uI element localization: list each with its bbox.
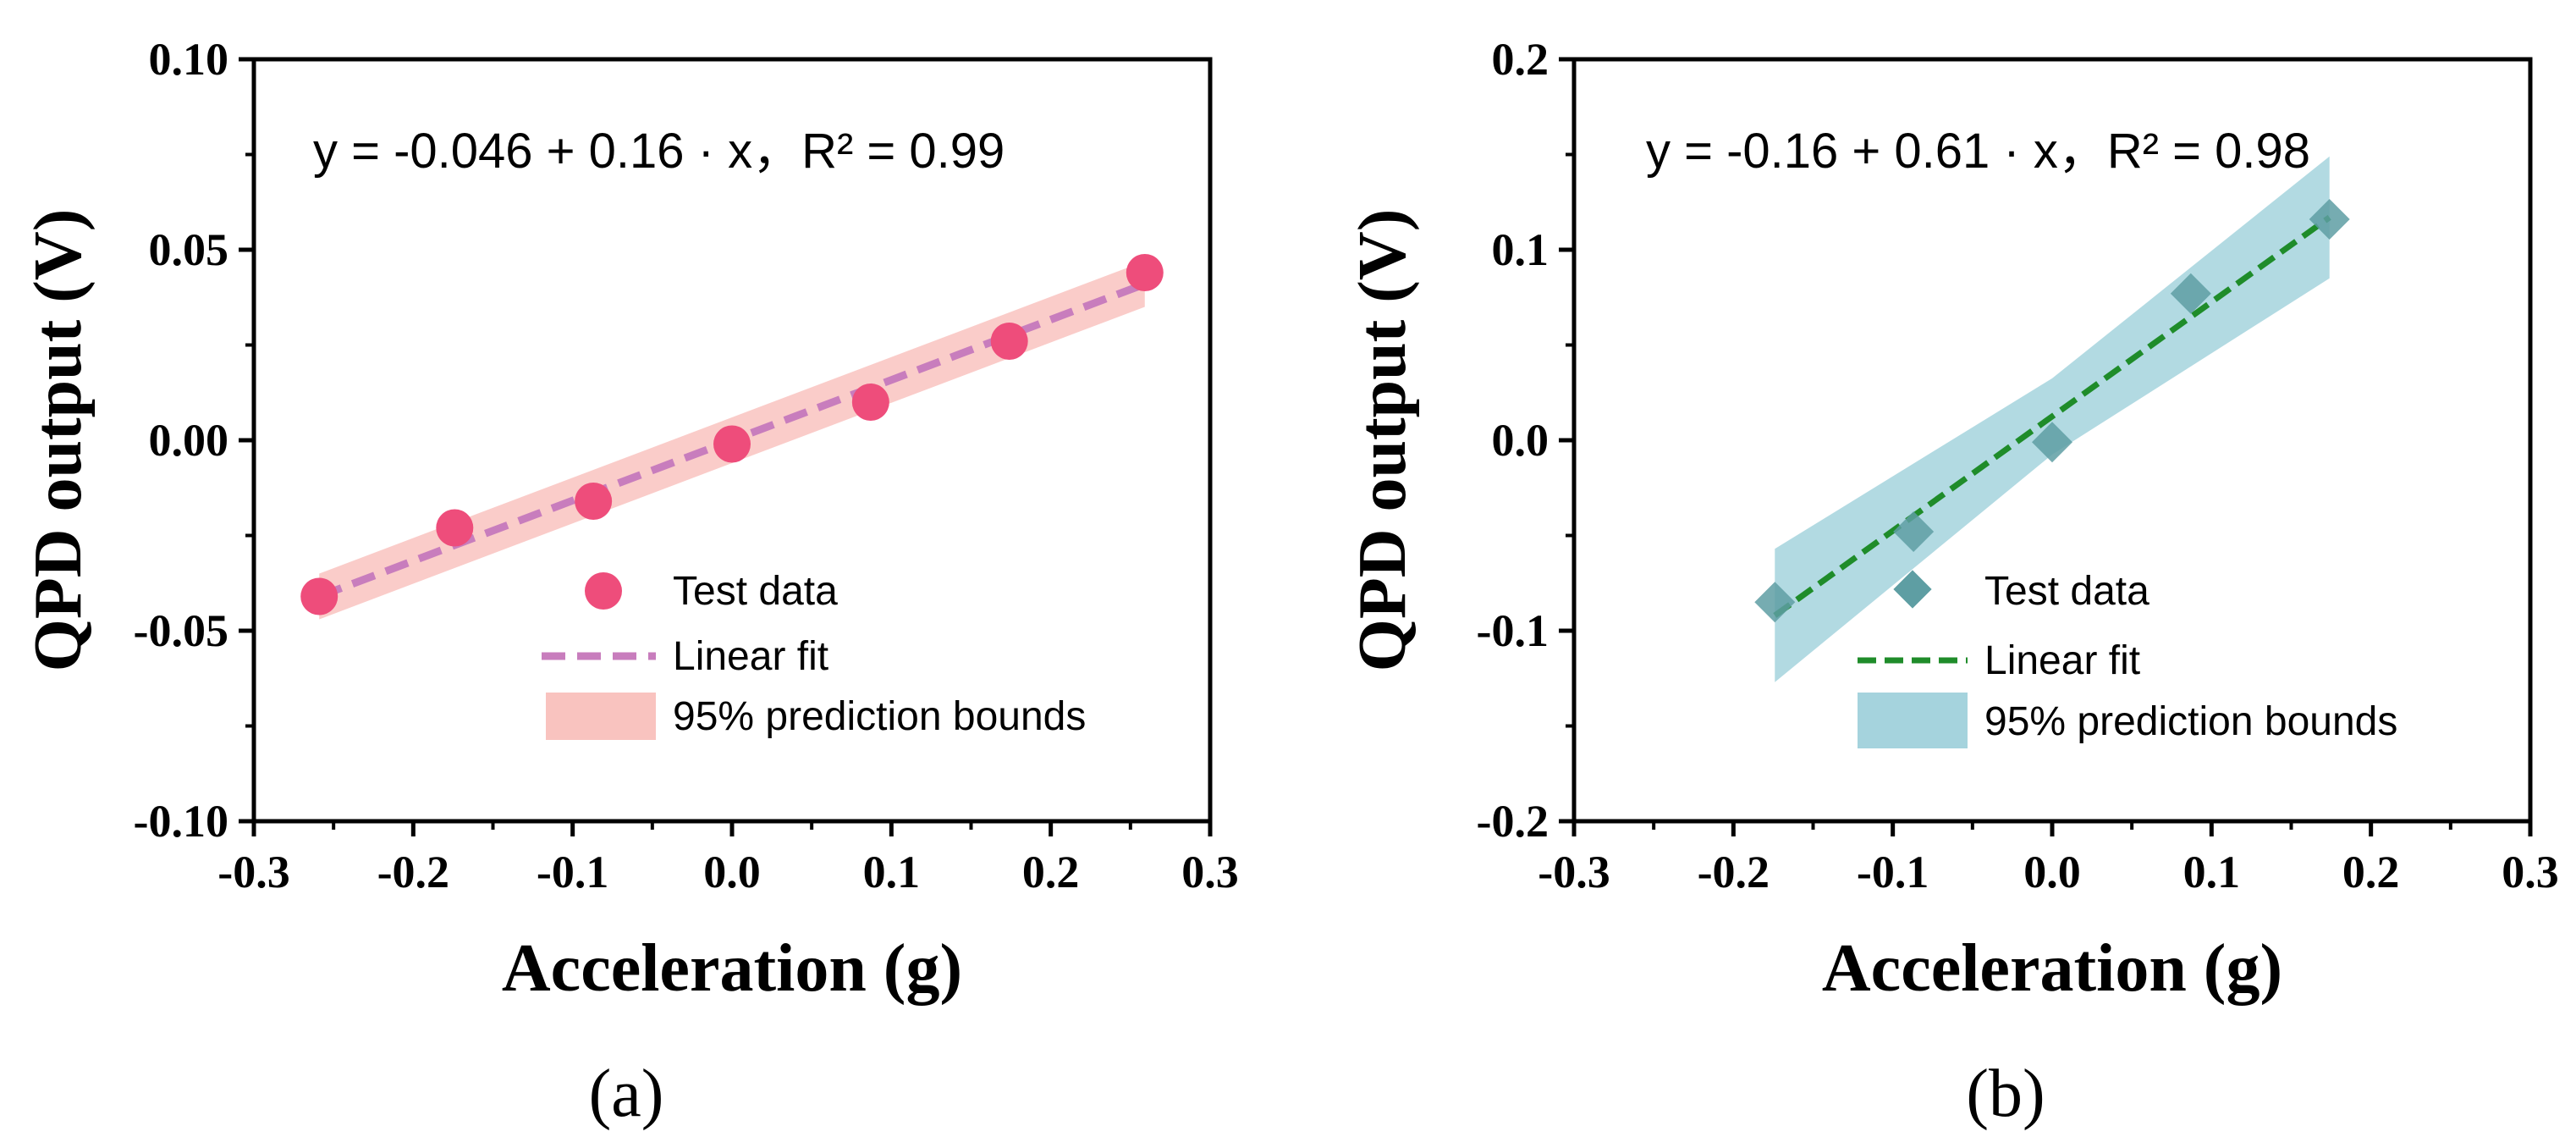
x-tick-label: 0.3	[2502, 847, 2559, 897]
y-tick-label: -0.05	[134, 605, 228, 656]
panel-b-plot-frame	[1571, 57, 2533, 824]
x-tick-label: -0.2	[377, 847, 449, 897]
x-tick-label: 0.0	[703, 847, 761, 897]
y-tick-label: -0.1	[1477, 605, 1549, 656]
y-tick-label: 0.00	[149, 415, 229, 466]
panel-b-x-tick-labels: -0.3 -0.2 -0.1 0.0 0.1 0.2 0.3	[1538, 847, 2558, 897]
data-point	[1126, 254, 1164, 291]
panel-b-legend-bounds: 95% prediction bounds	[1984, 699, 2397, 744]
panel-a: -0.3 -0.2 -0.1 0.0 0.1 0.2 0.3 -0.10 -0.05 0.00 0…	[21, 34, 1239, 1131]
panel-a-equation: y = -0.046 + 0.16 · x，R² = 0.99	[313, 124, 1005, 179]
data-point	[713, 425, 751, 463]
x-tick-label: 0.2	[2342, 847, 2400, 897]
x-tick-label: -0.1	[537, 847, 608, 897]
panel-b-legend-linear-fit: Linear fit	[1984, 638, 2140, 683]
panel-a-legend: Test data Linear fit 95% prediction boun…	[542, 569, 1086, 740]
panel-a-x-axis-title: Acceleration (g)	[502, 931, 962, 1006]
panel-b-legend-marker	[1893, 570, 1932, 609]
x-tick-label: -0.1	[1857, 847, 1929, 897]
panel-a-data-points	[300, 254, 1164, 615]
panel-b-y-axis-title: QPD output (V)	[1346, 209, 1420, 672]
panel-a-plot-frame	[251, 57, 1213, 824]
data-point	[990, 323, 1028, 360]
data-point	[1893, 511, 1935, 552]
data-point	[851, 384, 889, 421]
y-tick-label: -0.10	[134, 796, 228, 847]
x-tick-label: 0.2	[1022, 847, 1080, 897]
x-tick-label: 0.1	[2183, 847, 2241, 897]
panel-a-legend-marker	[585, 572, 622, 610]
x-tick-label: -0.2	[1698, 847, 1770, 897]
data-point	[2309, 199, 2350, 240]
x-tick-label: 0.3	[1181, 847, 1239, 897]
panel-b-data-points	[1754, 199, 2350, 623]
panel-b-label: (b)	[1966, 1057, 2045, 1131]
y-tick-label: 0.05	[149, 224, 229, 275]
data-point	[1754, 582, 1796, 623]
x-tick-label: 0.1	[863, 847, 921, 897]
panel-a-legend-band	[546, 693, 656, 740]
panel-a-x-tick-labels: -0.3 -0.2 -0.1 0.0 0.1 0.2 0.3	[217, 847, 1238, 897]
data-point	[575, 483, 613, 520]
x-tick-label: 0.0	[2023, 847, 2081, 897]
y-tick-label: 0.0	[1492, 415, 1549, 466]
panel-a-label: (a)	[589, 1057, 664, 1131]
panel-a-legend-test-data: Test data	[673, 569, 838, 614]
y-tick-label: 0.1	[1492, 224, 1549, 275]
panel-b-ticks	[1559, 57, 2533, 836]
data-point	[2170, 273, 2211, 314]
panel-b-equation: y = -0.16 + 0.61 · x，R² = 0.98	[1646, 124, 2310, 179]
data-point	[300, 577, 339, 615]
panel-b: -0.3 -0.2 -0.1 0.0 0.1 0.2 0.3 -0.2-0.10.00.10…	[1346, 34, 2559, 1131]
y-tick-label: -0.2	[1477, 796, 1549, 847]
panel-b-x-axis-title: Acceleration (g)	[1822, 931, 2282, 1006]
x-tick-label: -0.3	[1538, 847, 1610, 897]
data-point	[436, 509, 474, 547]
panel-b-legend: Test data Linear fit 95% prediction boun…	[1858, 569, 2397, 748]
y-tick-label: 0.10	[149, 34, 229, 85]
panel-a-y-tick-labels: -0.10 -0.05 0.00 0.05 0.10	[134, 34, 228, 847]
panel-a-legend-linear-fit: Linear fit	[673, 634, 828, 679]
panel-b-legend-band	[1858, 693, 1968, 748]
panel-a-legend-bounds: 95% prediction bounds	[673, 694, 1086, 739]
data-point	[2032, 422, 2072, 463]
panel-b-fit-line	[1773, 214, 2331, 618]
panel-b-legend-test-data: Test data	[1984, 569, 2149, 614]
y-tick-label: 0.2	[1492, 34, 1549, 85]
panel-a-y-axis-title: QPD output (V)	[21, 209, 96, 672]
panel-b-y-tick-labels: -0.2 -0.1 0.0 0.1 0.2	[1477, 34, 1549, 847]
x-tick-label: -0.3	[217, 847, 289, 897]
